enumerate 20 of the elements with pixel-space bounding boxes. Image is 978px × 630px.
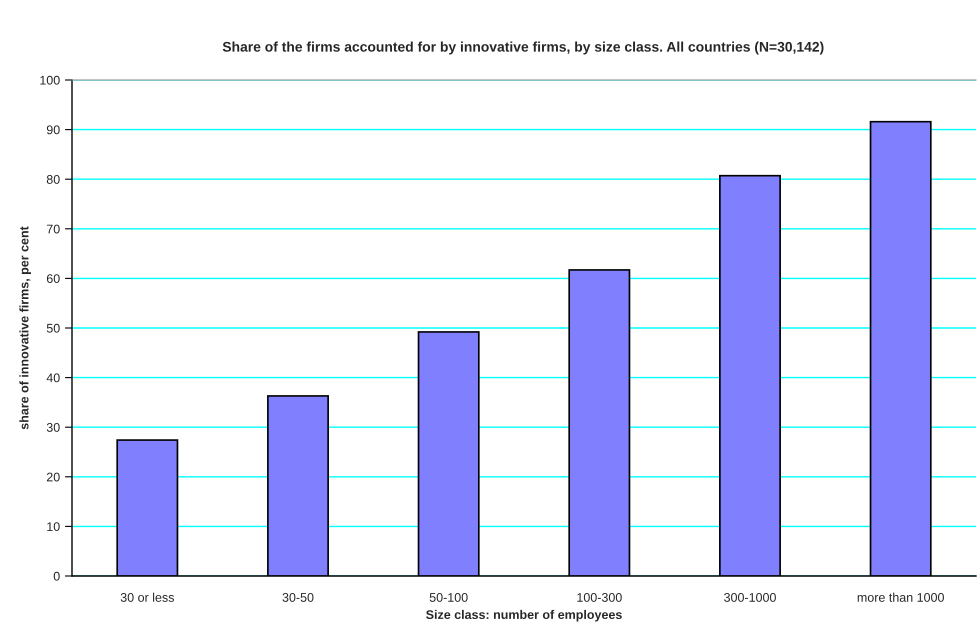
y-tick-label: 70 xyxy=(46,224,60,234)
y-tick-label: 30 xyxy=(46,423,60,432)
y-tick-label: 20 xyxy=(46,472,60,482)
x-tick-label: 100-300 xyxy=(577,592,622,602)
chart-title: Share of the firms accounted for by innovative firms, by size class. All countries (N=30,142) xyxy=(222,42,824,54)
x-tick-label: more than 1000 xyxy=(858,592,944,602)
x-tick-label: 30 or less xyxy=(120,592,174,602)
x-tick-label: 300-1000 xyxy=(724,592,776,602)
y-tick-label: 90 xyxy=(46,125,60,134)
y-tick-label: 0 xyxy=(54,572,60,581)
x-tick-label: 30-50 xyxy=(282,592,314,602)
y-tick-label: 40 xyxy=(46,373,60,382)
y-tick-label: 80 xyxy=(46,175,60,184)
x-axis-title: Size class: number of employees xyxy=(426,610,622,622)
y-tick-label: 10 xyxy=(47,522,60,532)
y-tick-label: 50 xyxy=(46,324,60,333)
x-tick-label: 50-100 xyxy=(430,592,468,602)
y-tick-label: 100 xyxy=(40,76,60,85)
y-tick-label: 60 xyxy=(46,274,60,284)
y-axis-title: share of innovative firms, per cent xyxy=(19,226,32,430)
